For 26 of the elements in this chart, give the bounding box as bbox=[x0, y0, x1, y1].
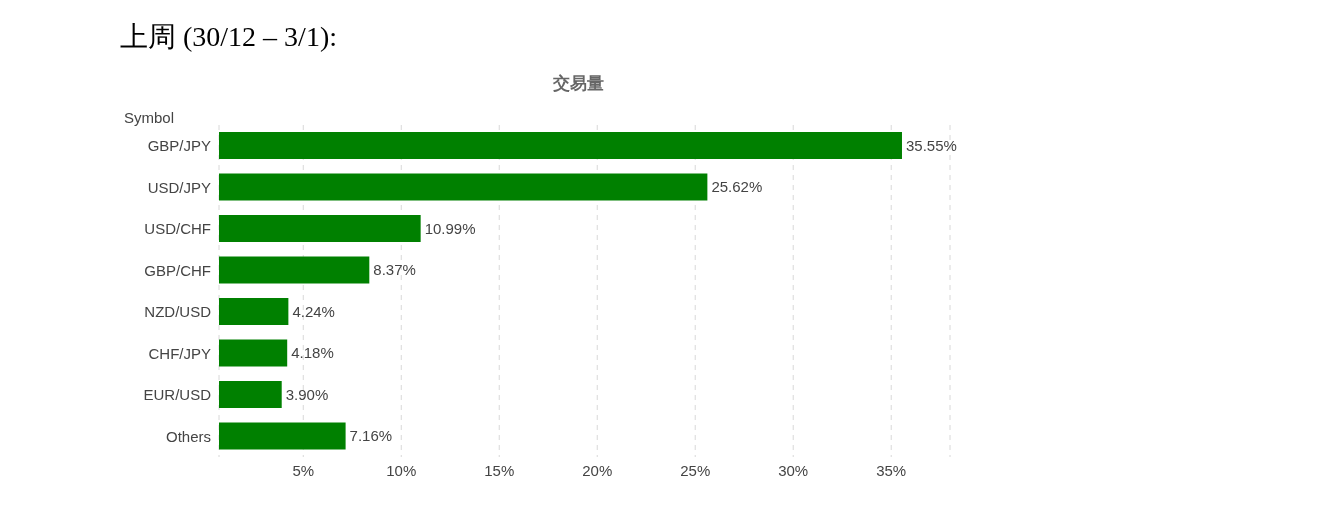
data-label: 3.90% bbox=[285, 385, 329, 403]
x-tick-label: 5% bbox=[292, 461, 315, 479]
x-tick-label: 20% bbox=[582, 461, 613, 479]
data-label: 7.16% bbox=[349, 427, 393, 445]
x-tick-label: 30% bbox=[778, 461, 809, 479]
data-label: 35.55% bbox=[905, 136, 957, 154]
data-label: 4.18% bbox=[291, 344, 334, 362]
data-label: 4.24% bbox=[292, 302, 335, 320]
y-tick-label: CHF/JPY bbox=[148, 344, 211, 362]
data-label: 8.37% bbox=[373, 261, 416, 279]
x-tick-label: 35% bbox=[876, 461, 907, 479]
chart-title: 上周 (30/12 – 3/1): bbox=[120, 20, 337, 54]
y-tick-label: USD/JPY bbox=[147, 178, 211, 196]
y-tick-label: Others bbox=[165, 427, 211, 445]
y-tick-label: GBP/CHF bbox=[144, 261, 211, 279]
y-axis-title: Symbol bbox=[124, 109, 175, 126]
x-tick-label: 15% bbox=[484, 461, 515, 479]
data-label: 10.99% bbox=[424, 219, 476, 237]
chart-subtitle: 交易量 bbox=[551, 72, 605, 95]
data-label: 25.62% bbox=[711, 178, 763, 196]
y-tick-label: USD/CHF bbox=[144, 220, 211, 238]
y-tick-label: GBP/JPY bbox=[147, 137, 211, 155]
y-tick-label: NZD/USD bbox=[144, 303, 212, 321]
y-tick-label: EUR/USD bbox=[143, 386, 212, 404]
x-tick-label: 25% bbox=[680, 461, 711, 479]
x-tick-label: 10% bbox=[386, 461, 417, 479]
